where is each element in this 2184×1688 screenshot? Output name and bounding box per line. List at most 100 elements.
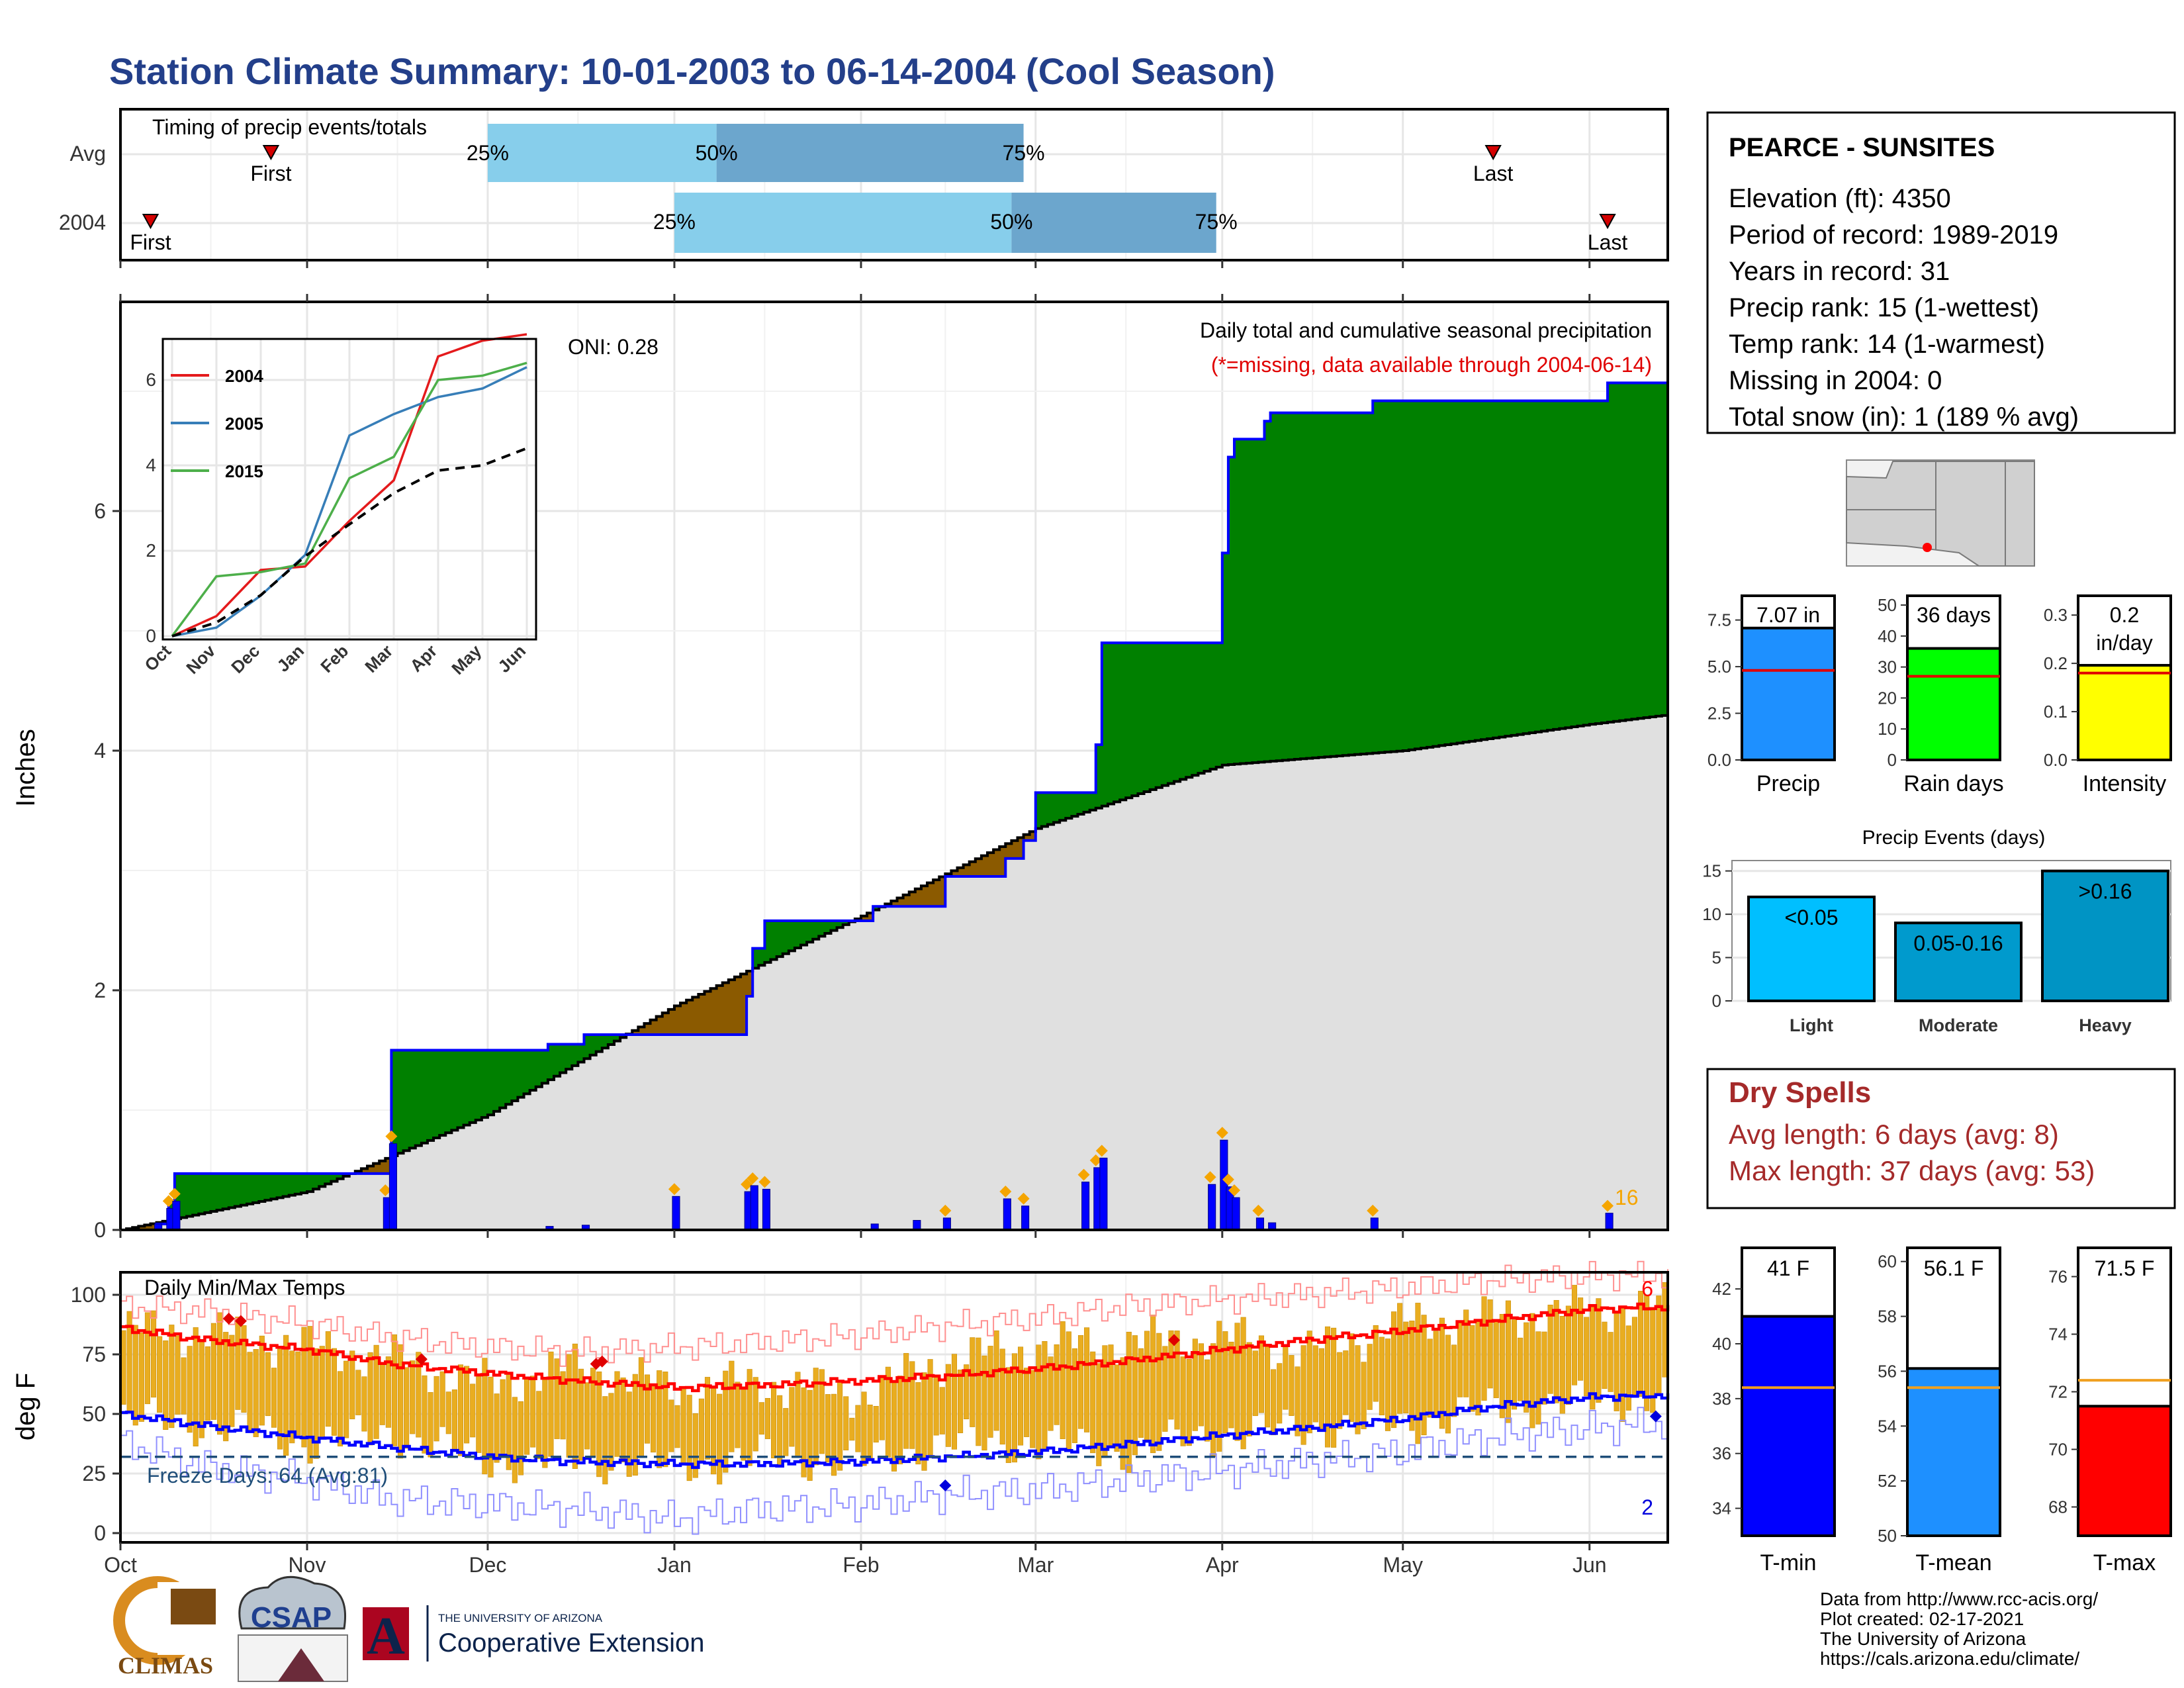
- temp-day-bar-229: [1499, 1314, 1505, 1419]
- inset-series-line-1: [171, 366, 527, 637]
- events-bar-1: [1894, 921, 2023, 1002]
- daily-precip-bar-19: [1208, 1184, 1216, 1231]
- inset-xtick-label-8: Jun: [494, 641, 529, 677]
- daily-precip-marker-2: [168, 1188, 181, 1200]
- temp-box-name-1: T-mean: [1915, 1550, 1991, 1575]
- temp-day-bar-24: [265, 1352, 271, 1417]
- temp-day-bar-176: [1180, 1356, 1186, 1446]
- temp-day-bar-200: [1324, 1326, 1331, 1448]
- temp-day-bar-142: [976, 1337, 981, 1446]
- events-bar-2: [2041, 869, 2169, 1003]
- temp-lines: [120, 1260, 1670, 1535]
- temp-day-bar-69: [536, 1391, 542, 1460]
- inset-xtick-label-2: Dec: [227, 641, 263, 677]
- temp-day-bar-74: [566, 1354, 572, 1458]
- events-ytick-label-2: 10: [1702, 904, 1721, 924]
- average-cumulative-area: [120, 714, 1668, 1230]
- temp-ytick-label-0: 0: [94, 1521, 106, 1545]
- temp-day-bar-108: [771, 1382, 777, 1459]
- events-category-label-0: Light: [1790, 1015, 1833, 1035]
- dry-spells-title: Dry Spells: [1729, 1076, 1871, 1109]
- temp-day-bar-177: [1186, 1358, 1192, 1446]
- temp-day-bar-170: [1144, 1331, 1150, 1441]
- stat-box-value-label-2: 0.2: [2110, 603, 2139, 627]
- temp-day-bar-26: [277, 1348, 283, 1450]
- inset-xtick-label-7: May: [447, 641, 485, 679]
- credit-url: https://cals.arizona.edu/climate/: [1820, 1648, 2079, 1669]
- temp-day-bar-234: [1529, 1313, 1535, 1429]
- temp-day-bar-147: [1005, 1367, 1011, 1464]
- temp-day-bar-82: [614, 1371, 620, 1457]
- temp-day-bar-36: [338, 1371, 343, 1446]
- record-max-marker-2: [415, 1353, 428, 1366]
- temp-day-bar-247: [1608, 1332, 1614, 1392]
- temp-day-bar-104: [747, 1369, 752, 1466]
- temp-day-bar-184: [1228, 1341, 1234, 1429]
- temp-day-bar-218: [1433, 1331, 1439, 1416]
- temp-day-bar-10: [181, 1357, 187, 1415]
- stat-box-ytick-label-1-5: 50: [1878, 595, 1897, 615]
- temp-day-bar-5: [150, 1310, 157, 1398]
- stat-box-ytick-label-0-3: 7.5: [1707, 610, 1731, 630]
- temp-box-ytick-label-2-0: 68: [2048, 1497, 2068, 1517]
- temp-day-bar-221: [1451, 1344, 1457, 1417]
- temp-day-bar-81: [608, 1393, 614, 1471]
- precip-ytick-label-1: 2: [94, 978, 106, 1002]
- events-category-label-2: Heavy: [2079, 1015, 2132, 1035]
- temp-day-bar-251: [1631, 1317, 1638, 1395]
- temp-day-bar-50: [422, 1375, 428, 1454]
- temp-day-bar-56: [457, 1364, 464, 1456]
- temp-day-bar-17: [223, 1332, 229, 1442]
- temp-box-value-label-2: 71.5 F: [2095, 1256, 2155, 1280]
- temp-day-bar-92: [674, 1405, 680, 1448]
- temp-box-bar-1: [1906, 1367, 2001, 1537]
- temp-day-bar-117: [825, 1394, 831, 1463]
- credits: Data from http://www.rcc-acis.org/ Plot …: [1820, 1589, 2098, 1669]
- record-max-marker-5: [1168, 1334, 1181, 1346]
- temp-day-bar-107: [764, 1397, 771, 1439]
- temp-day-bar-220: [1445, 1335, 1451, 1434]
- temp-day-bar-6: [157, 1336, 163, 1413]
- timing-first-marker-1: [142, 214, 159, 230]
- daily-precip-bar-14: [1003, 1198, 1011, 1231]
- daily-precip-bar-15: [1021, 1205, 1030, 1231]
- cumulative-diff-area-4: [391, 1034, 627, 1156]
- temp-box-name-2: T-max: [2093, 1550, 2156, 1575]
- temp-day-bar-118: [831, 1393, 837, 1476]
- daily-precip-marker-10: [758, 1176, 771, 1188]
- temp-day-bar-113: [801, 1387, 807, 1477]
- temp-day-bar-85: [632, 1374, 638, 1476]
- temp-day-bar-167: [1126, 1331, 1132, 1474]
- temp-day-bar-95: [692, 1413, 698, 1478]
- temp-day-bar-72: [554, 1358, 560, 1439]
- temp-day-bar-164: [1108, 1344, 1114, 1446]
- temp-day-bar-159: [1077, 1335, 1084, 1429]
- inset-xtick-label-6: Apr: [406, 641, 441, 676]
- events-bars: <0.05 Light 0.05-0.16 Moderate >0.16 Heavy 0 5 1…: [1702, 860, 2171, 1035]
- timing-p50-label-0: 50%: [696, 141, 738, 165]
- daily-precip-bar-4: [388, 1143, 397, 1231]
- temp-day-bar-27: [283, 1335, 289, 1456]
- temp-day-bar-75: [572, 1343, 578, 1469]
- record-max-marker-1: [234, 1315, 247, 1327]
- inset-series-line-3: [171, 447, 527, 637]
- climas-logo: CLIMAS: [113, 1576, 217, 1679]
- temp-boxes: 41 F 34 36 38 40 42 T-min 56.1 F 50 52 54 56 58 60 T-m…: [1712, 1246, 2172, 1575]
- daily-precip-bar-16: [1081, 1182, 1090, 1231]
- timing-first-label-1: First: [130, 230, 171, 254]
- temp-day-bar-152: [1036, 1344, 1042, 1460]
- temp-day-bar-103: [741, 1386, 747, 1461]
- temp-box-value-label-0: 41 F: [1767, 1256, 1809, 1280]
- temp-box-ytick-label-1-5: 60: [1878, 1252, 1897, 1272]
- credit-university: The University of Arizona: [1820, 1628, 2026, 1649]
- temp-day-bar-130: [903, 1353, 909, 1449]
- temp-ytick-label-2: 50: [82, 1402, 106, 1426]
- temp-day-bar-22: [253, 1349, 259, 1437]
- events-title: Precip Events (days): [1862, 827, 2046, 849]
- events-ytick-label-0: 0: [1712, 991, 1721, 1011]
- temp-day-bar-235: [1535, 1331, 1541, 1425]
- temp-day-bar-99: [717, 1393, 723, 1485]
- temp-day-bar-14: [205, 1346, 210, 1421]
- temp-day-bar-186: [1240, 1317, 1246, 1450]
- credit-plot-created: Plot created: 02-17-2021: [1820, 1609, 2024, 1629]
